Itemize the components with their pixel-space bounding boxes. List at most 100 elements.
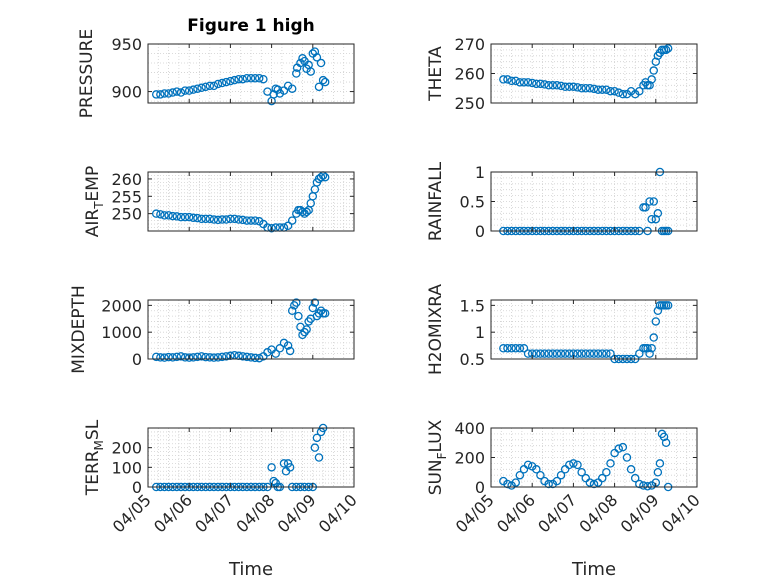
subplot-mixdepth: 0 1000 2000 MIXDEPTH (69, 285, 355, 374)
point-sun_flux-8 (532, 465, 541, 474)
point-sun_flux-11 (544, 479, 553, 489)
point-air_temp-17 (222, 215, 231, 224)
point-air_temp-6 (176, 212, 186, 222)
point-air_temp-48 (320, 172, 330, 182)
point-theta-1 (503, 75, 512, 84)
point-theta-20 (581, 84, 591, 93)
point-mixdepth-9 (189, 353, 198, 362)
point-theta-37 (645, 81, 654, 90)
point-pressure-47 (314, 82, 324, 92)
point-pressure-45 (310, 47, 320, 56)
point-theta-46 (663, 44, 673, 53)
x-axis-label-left: Time (228, 559, 273, 580)
point-pressure-50 (320, 77, 330, 87)
point-h2omixra-24 (597, 349, 607, 358)
point-pressure-10 (193, 84, 202, 93)
point-terr_msl-44 (312, 433, 322, 443)
point-terr_msl-28 (267, 463, 276, 472)
point-rainfall-37 (645, 197, 654, 206)
point-pressure-23 (246, 74, 256, 83)
y-axis-label-rainfall: RAINFALL (426, 161, 446, 241)
point-air_temp-13 (205, 214, 215, 224)
y-tick-label: 250 (454, 94, 485, 113)
point-pressure-43 (306, 67, 315, 76)
point-mixdepth-14 (209, 353, 219, 362)
point-theta-26 (606, 86, 615, 96)
point-air_temp-10 (193, 213, 202, 223)
point-pressure-8 (184, 86, 194, 95)
point-sun_flux-4 (515, 470, 525, 480)
subplot-h2omixra: 0.5 1 1.5 H2OMIXRA (426, 284, 698, 375)
x-tick-label: 04/05 (452, 490, 498, 536)
point-pressure-14 (209, 81, 219, 91)
point-mixdepth-25 (254, 353, 264, 363)
point-pressure-15 (213, 79, 223, 89)
point-sun_flux-26 (606, 459, 615, 468)
axes-box-terr_msl (147, 427, 355, 488)
point-mixdepth-13 (205, 353, 215, 362)
axes-box-air_temp (147, 171, 355, 232)
y-axis-label-sun_flux: SUNFLUX (426, 419, 449, 495)
point-air_temp-23 (246, 216, 256, 225)
point-h2omixra-40 (651, 317, 661, 326)
point-mixdepth-12 (201, 352, 210, 362)
grid-mixdepth (147, 299, 355, 360)
point-theta-21 (585, 84, 595, 93)
point-sun_flux-3 (511, 478, 520, 487)
point-theta-11 (544, 81, 553, 90)
point-mixdepth-22 (242, 352, 252, 362)
point-sun_flux-31 (626, 465, 636, 474)
point-theta-2 (507, 76, 516, 86)
point-theta-39 (649, 66, 658, 75)
point-mixdepth-11 (197, 352, 206, 361)
point-h2omixra-22 (589, 349, 599, 358)
point-theta-10 (540, 80, 549, 89)
point-pressure-1 (156, 90, 165, 99)
y-tick-label: 0.5 (460, 193, 485, 212)
axes-box-mixdepth (147, 299, 355, 360)
point-mixdepth-5 (172, 352, 182, 362)
point-mixdepth-36 (292, 298, 301, 307)
point-theta-19 (577, 84, 586, 93)
point-theta-9 (536, 79, 545, 89)
point-h2omixra-0 (499, 344, 508, 353)
point-theta-5 (519, 78, 529, 87)
point-h2omixra-6 (523, 349, 533, 358)
point-terr_msl-45 (314, 453, 324, 462)
point-sun_flux-15 (560, 465, 570, 474)
point-air_temp-3 (164, 211, 173, 220)
point-sun_flux-6 (523, 460, 533, 470)
point-mixdepth-16 (217, 352, 227, 362)
point-theta-8 (532, 79, 541, 89)
y-tick-label: 0.5 (460, 350, 485, 369)
point-pressure-13 (205, 81, 215, 91)
point-pressure-0 (151, 90, 161, 99)
point-theta-40 (651, 57, 661, 66)
point-air_temp-11 (197, 214, 206, 224)
point-rainfall-41 (653, 209, 663, 218)
subplot-rainfall: 0 0.5 1 RAINFALL (426, 161, 698, 241)
point-pressure-38 (296, 58, 305, 68)
point-sun_flux-33 (635, 479, 644, 489)
point-mixdepth-3 (164, 352, 173, 362)
point-mixdepth-32 (283, 341, 293, 350)
point-sun_flux-25 (602, 467, 611, 477)
point-h2omixra-19 (577, 349, 586, 358)
y-tick-label: 2000 (101, 296, 142, 315)
point-mixdepth-34 (287, 306, 297, 315)
point-mixdepth-6 (176, 352, 186, 361)
point-sun_flux-30 (622, 453, 632, 462)
point-h2omixra-15 (560, 349, 570, 358)
point-h2omixra-16 (565, 349, 574, 358)
point-air_temp-4 (168, 211, 177, 221)
point-h2omixra-11 (544, 349, 553, 358)
x-tick-label: 04/06 (150, 490, 196, 536)
point-sun_flux-41 (659, 432, 669, 442)
point-sun_flux-39 (655, 459, 665, 468)
y-tick-label: 1 (475, 163, 485, 182)
x-axis-label-right: Time (571, 559, 616, 580)
x-tick-label: 04/10 (315, 490, 361, 536)
point-mixdepth-2 (160, 353, 169, 362)
